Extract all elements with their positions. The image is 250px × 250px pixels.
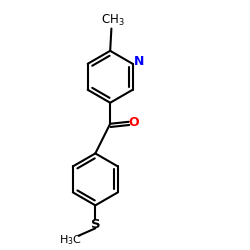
- Text: H$_3$C: H$_3$C: [59, 233, 82, 246]
- Text: S: S: [91, 218, 101, 231]
- Text: N: N: [134, 55, 144, 68]
- Text: O: O: [129, 116, 140, 129]
- Text: CH$_3$: CH$_3$: [101, 13, 124, 28]
